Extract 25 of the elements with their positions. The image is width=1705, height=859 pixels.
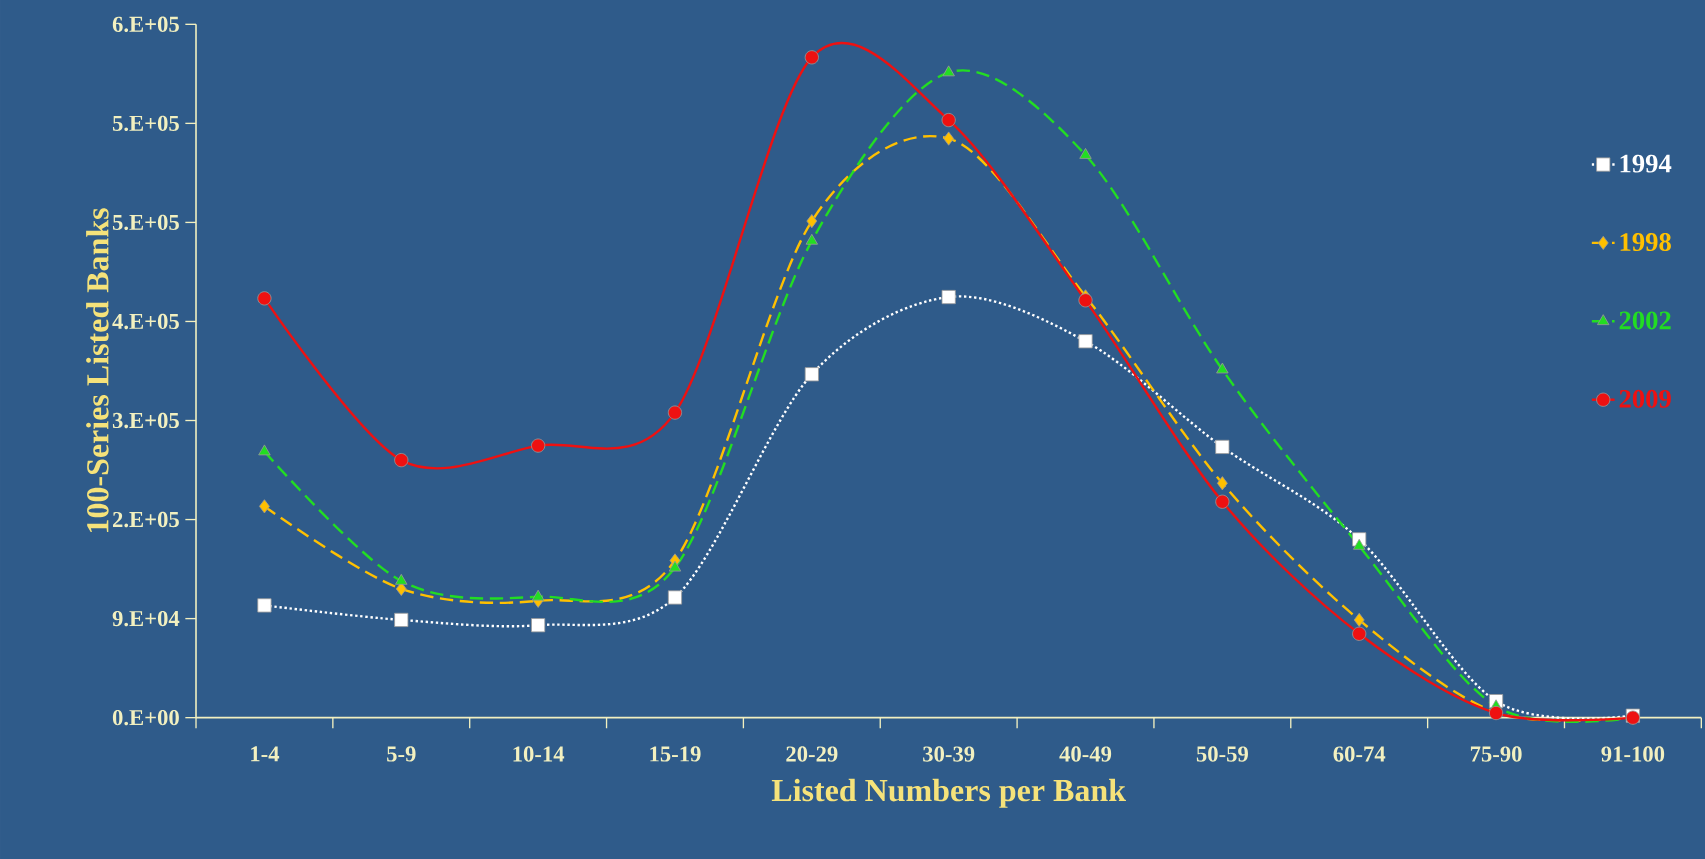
- text: 4.E+05: [112, 313, 179, 330]
- x-tick-label: 75-90: [1470, 746, 1522, 762]
- x-tick-label: 5-9: [387, 746, 416, 762]
- x-tick-label: 40-49: [1059, 746, 1112, 762]
- text: 2.E+05: [113, 511, 179, 528]
- x-tick-label: 15-19: [650, 746, 701, 762]
- legend-label: 1998: [1620, 233, 1671, 252]
- text: 5.E+05: [112, 115, 179, 132]
- x-tick-label: 20-29: [786, 746, 838, 762]
- legend-label: 2009: [1619, 389, 1671, 408]
- text: 6.E+05: [112, 16, 179, 33]
- legend-label: 2002: [1619, 311, 1671, 330]
- text: 0.E+00: [112, 709, 179, 726]
- x-tick-label: 1-4: [251, 746, 280, 762]
- legend-label: 1994: [1620, 154, 1672, 173]
- x-tick-label: 91-100: [1601, 746, 1665, 762]
- x-tick-label: 10-14: [513, 746, 565, 762]
- x-tick-label: 30-39: [923, 746, 975, 762]
- x-tick-label: 60-74: [1333, 746, 1386, 762]
- x-axis-title: Listed Numbers per Bank: [771, 778, 1126, 808]
- text: 3.E+05: [112, 412, 179, 429]
- text: 9.E+04: [112, 610, 180, 627]
- y-axis-title: 100-Series Listed Banks: [86, 208, 109, 532]
- text: 5.E+05: [112, 214, 179, 231]
- x-tick-label: 50-59: [1196, 746, 1248, 762]
